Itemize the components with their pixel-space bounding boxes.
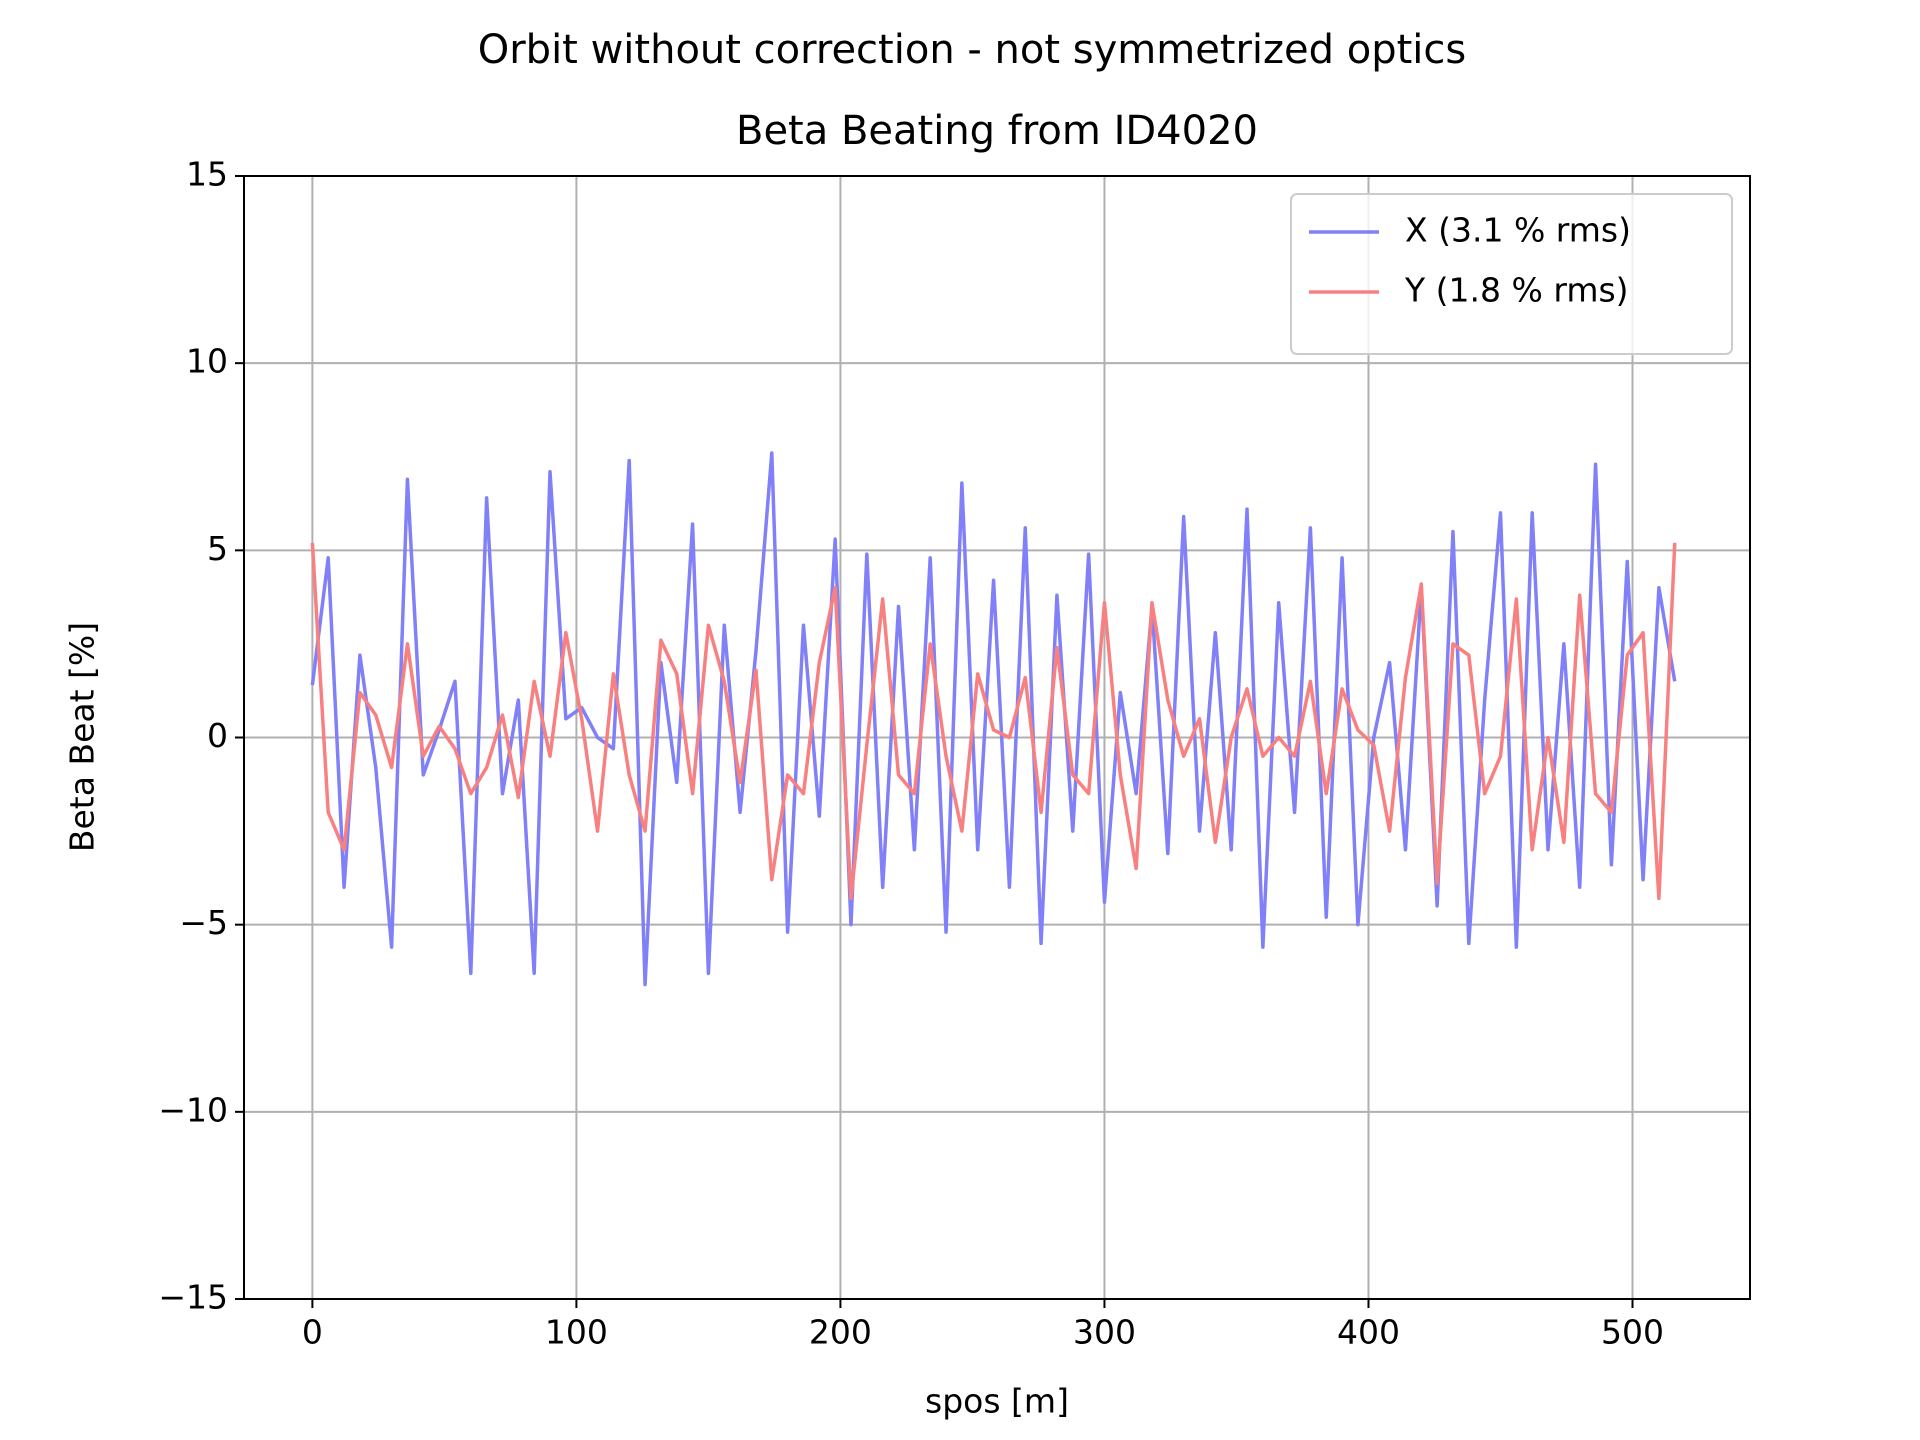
x-tick-label: 300	[1073, 1313, 1136, 1352]
y-tick-label: −15	[158, 1278, 228, 1317]
x-tick-label: 100	[545, 1313, 608, 1352]
data-line	[310, 451, 1677, 987]
data-line	[310, 542, 1677, 901]
y-tick-label: 5	[207, 529, 228, 568]
x-tick-label: 0	[302, 1313, 323, 1352]
legend-label: X (3.1 % rms)	[1405, 211, 1631, 250]
suptitle: Orbit without correction - not symmetriz…	[478, 27, 1467, 73]
legend-box	[1290, 193, 1733, 355]
chart-title: Beta Beating from ID4020	[736, 108, 1258, 154]
y-tick-label: 0	[207, 716, 228, 755]
y-tick-label: 15	[186, 155, 228, 194]
y-tick-label: 10	[186, 342, 228, 381]
y-axis-label: Beta Beat [%]	[63, 622, 102, 852]
legend-label: Y (1.8 % rms)	[1404, 271, 1629, 310]
x-tick-label: 200	[809, 1313, 872, 1352]
y-tick-label: −5	[179, 903, 228, 942]
y-tick-label: −10	[158, 1090, 228, 1129]
x-tick-label: 400	[1337, 1313, 1400, 1352]
x-tick-label: 500	[1601, 1313, 1664, 1352]
axes-frame	[243, 175, 1751, 1300]
x-axis-label: spos [m]	[925, 1382, 1069, 1421]
